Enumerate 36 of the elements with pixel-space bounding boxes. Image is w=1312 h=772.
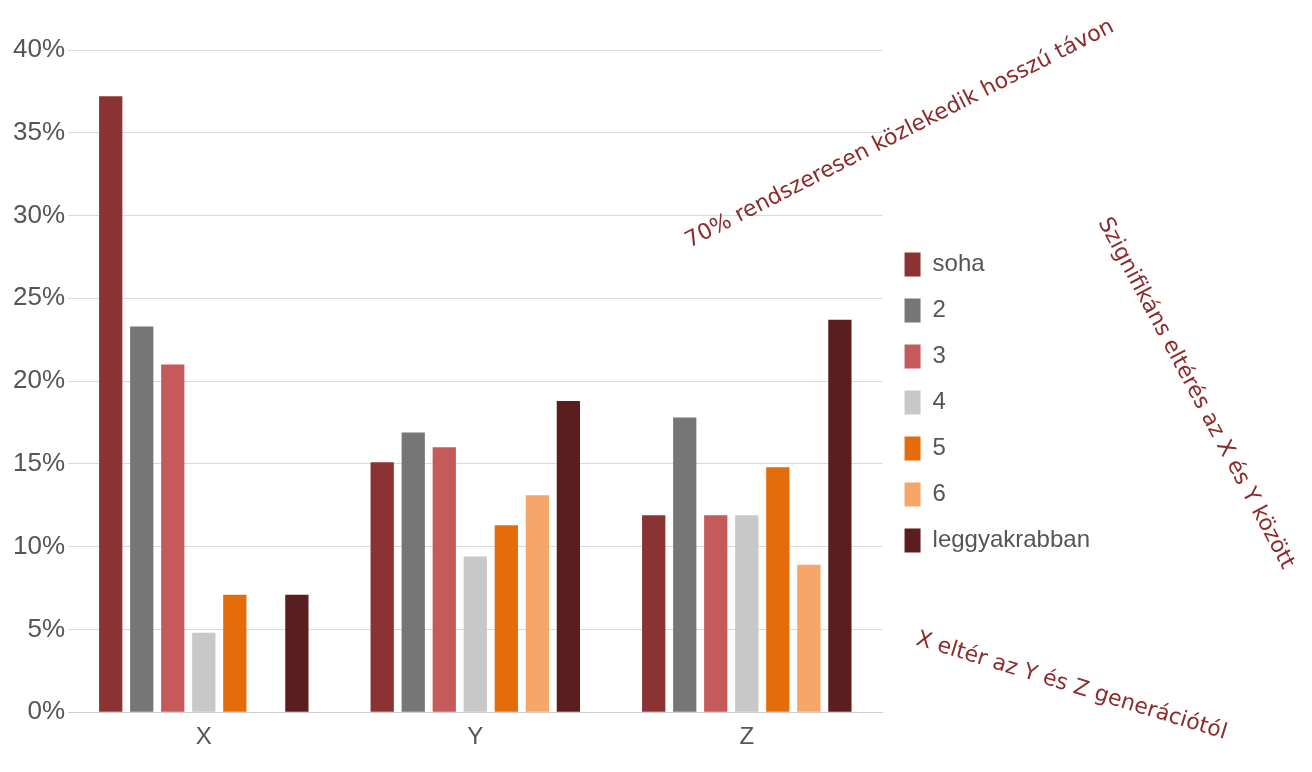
bar <box>223 594 247 712</box>
y-tick-label: 5% <box>27 612 66 643</box>
y-tick-label: 40% <box>12 33 66 64</box>
legend-label: 6 <box>932 479 946 507</box>
bar <box>704 515 728 712</box>
y-tick-label: 20% <box>12 364 66 395</box>
y-tick-label: 30% <box>12 198 66 229</box>
bar <box>401 432 425 712</box>
x-tick-label: X <box>195 722 212 750</box>
legend-label: 4 <box>932 387 946 415</box>
bar <box>828 319 852 712</box>
y-tick-label: 10% <box>12 529 66 560</box>
bar <box>525 495 549 712</box>
bar <box>370 462 394 712</box>
bar <box>642 515 666 712</box>
bar <box>130 326 154 712</box>
y-tick-label: 15% <box>12 447 66 478</box>
legend-label: leggyakrabban <box>932 525 1090 553</box>
bar <box>99 96 123 712</box>
y-tick-label: 25% <box>12 281 66 312</box>
y-tick-label: 35% <box>12 115 66 146</box>
legend-label: 2 <box>932 295 946 323</box>
bar <box>494 525 518 712</box>
y-tick-label: 0% <box>27 695 66 726</box>
bar <box>766 467 790 712</box>
x-tick-label: Z <box>739 722 755 750</box>
bar <box>673 417 697 712</box>
bar <box>556 400 581 712</box>
bar <box>161 364 185 712</box>
legend-label: 3 <box>932 341 946 369</box>
legend-label: soha <box>932 249 986 277</box>
bar <box>285 594 309 712</box>
bar <box>797 564 821 712</box>
legend-label: 5 <box>932 433 946 461</box>
x-tick-label: Y <box>467 722 484 750</box>
bar <box>432 447 456 712</box>
